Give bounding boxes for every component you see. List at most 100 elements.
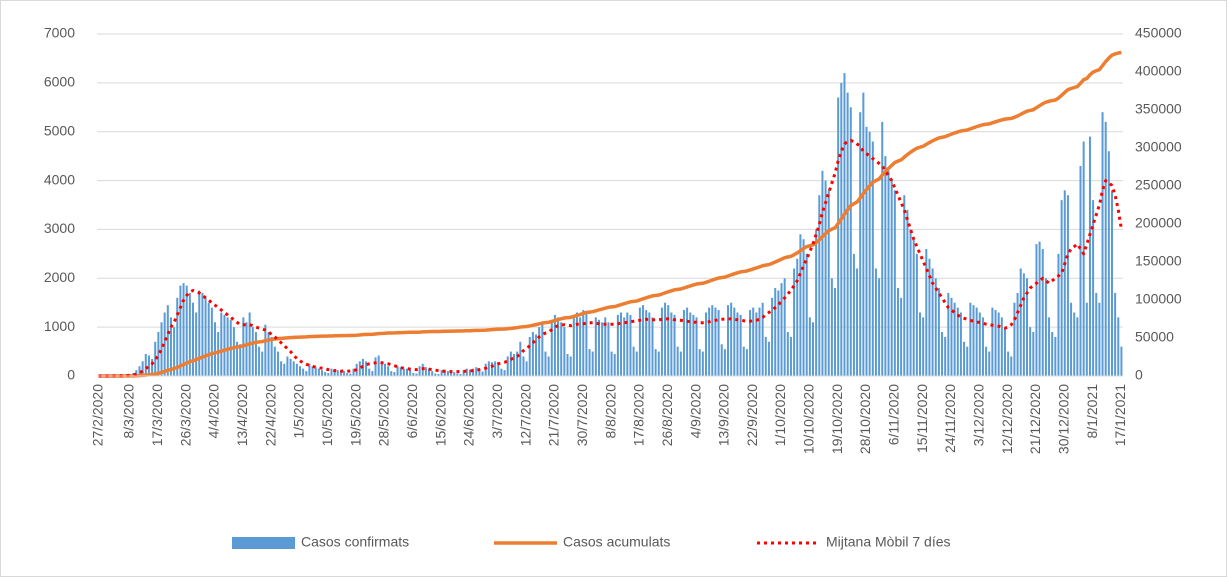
bar bbox=[783, 278, 786, 376]
bar bbox=[1032, 332, 1035, 376]
bar bbox=[767, 341, 770, 376]
bar bbox=[695, 317, 698, 376]
bar bbox=[1070, 302, 1073, 376]
bar bbox=[459, 374, 462, 376]
x-tick-label: 19/10/2020 bbox=[829, 384, 845, 454]
x-tick-label: 15/6/2020 bbox=[432, 384, 448, 446]
bar bbox=[749, 310, 752, 376]
bar bbox=[607, 322, 610, 376]
y-tick-label: 2000 bbox=[44, 269, 75, 285]
bar bbox=[922, 317, 925, 376]
bar bbox=[380, 361, 383, 376]
bar bbox=[497, 362, 500, 376]
bar bbox=[824, 180, 827, 376]
bar bbox=[371, 371, 374, 376]
bar bbox=[409, 370, 412, 376]
bar bbox=[950, 297, 953, 376]
bar bbox=[1073, 312, 1076, 376]
bar bbox=[1120, 346, 1123, 376]
bar bbox=[462, 370, 465, 376]
bar bbox=[440, 370, 443, 376]
x-tick-label: 13/9/2020 bbox=[716, 384, 732, 446]
y-tick-label: 5000 bbox=[44, 122, 75, 138]
bar bbox=[613, 354, 616, 376]
bar bbox=[597, 319, 600, 376]
bar bbox=[453, 372, 456, 376]
x-tick-label: 26/8/2020 bbox=[659, 384, 675, 446]
bar bbox=[745, 349, 748, 376]
bar bbox=[1079, 165, 1082, 376]
x-tick-label: 12/7/2020 bbox=[517, 384, 533, 446]
bar bbox=[481, 371, 484, 376]
bar bbox=[1044, 278, 1047, 376]
bar bbox=[1007, 351, 1010, 376]
bar bbox=[339, 370, 342, 376]
bar bbox=[859, 112, 862, 377]
x-tick-label: 13/4/2020 bbox=[234, 384, 250, 446]
bar bbox=[925, 248, 928, 376]
bar bbox=[276, 351, 279, 376]
bar bbox=[635, 351, 638, 376]
bar bbox=[405, 368, 409, 376]
bar bbox=[893, 190, 896, 376]
bar bbox=[645, 310, 648, 376]
bar bbox=[336, 370, 339, 376]
legend-label: Casos confirmats bbox=[301, 534, 409, 550]
bar bbox=[1092, 200, 1095, 376]
bar bbox=[198, 290, 201, 376]
bar bbox=[730, 302, 733, 376]
y2-tick-label: 150000 bbox=[1135, 253, 1182, 269]
bar bbox=[525, 361, 528, 376]
bar bbox=[1035, 244, 1038, 376]
bar bbox=[714, 307, 717, 376]
bar bbox=[490, 362, 493, 376]
y-tick-label: 1000 bbox=[44, 318, 75, 334]
bar bbox=[503, 370, 506, 376]
bar bbox=[711, 305, 714, 376]
bar bbox=[468, 369, 471, 376]
bar bbox=[651, 317, 654, 376]
y-tick-label: 3000 bbox=[44, 220, 75, 236]
x-tick-label: 21/12/2020 bbox=[1027, 384, 1043, 454]
bar bbox=[418, 366, 421, 376]
x-tick-label: 10/10/2020 bbox=[801, 384, 817, 454]
bar bbox=[657, 351, 660, 376]
bar bbox=[317, 368, 320, 376]
bar bbox=[1051, 332, 1054, 376]
bar bbox=[1114, 292, 1117, 376]
bar bbox=[771, 297, 774, 376]
x-tick-label: 30/7/2020 bbox=[574, 384, 590, 446]
x-tick-label: 8/1/2021 bbox=[1084, 384, 1100, 439]
bar bbox=[704, 312, 707, 376]
bar bbox=[201, 292, 204, 376]
bar bbox=[251, 327, 254, 376]
y2-tick-label: 350000 bbox=[1135, 101, 1182, 117]
bar bbox=[560, 322, 563, 376]
bar bbox=[412, 373, 415, 376]
bar bbox=[374, 357, 377, 376]
bar bbox=[865, 126, 868, 376]
y2-tick-label: 300000 bbox=[1135, 139, 1182, 155]
bar bbox=[1076, 317, 1079, 376]
bar bbox=[1000, 317, 1003, 376]
bar bbox=[988, 351, 991, 376]
bar bbox=[1066, 195, 1069, 376]
bar bbox=[931, 268, 934, 376]
bar bbox=[947, 292, 950, 376]
y2-tick-label: 0 bbox=[1135, 367, 1143, 383]
bar bbox=[1026, 278, 1029, 376]
bar bbox=[689, 312, 692, 376]
x-tick-label: 17/1/2021 bbox=[1112, 384, 1128, 446]
bar bbox=[786, 332, 789, 376]
bar bbox=[393, 372, 396, 376]
bar bbox=[1107, 151, 1110, 376]
bar bbox=[969, 302, 972, 376]
y2-tick-label: 400000 bbox=[1135, 63, 1182, 79]
bar bbox=[390, 371, 393, 376]
bar bbox=[928, 258, 931, 376]
bar bbox=[610, 351, 613, 376]
bar bbox=[811, 322, 815, 376]
bar bbox=[214, 322, 217, 376]
bar bbox=[365, 361, 368, 376]
